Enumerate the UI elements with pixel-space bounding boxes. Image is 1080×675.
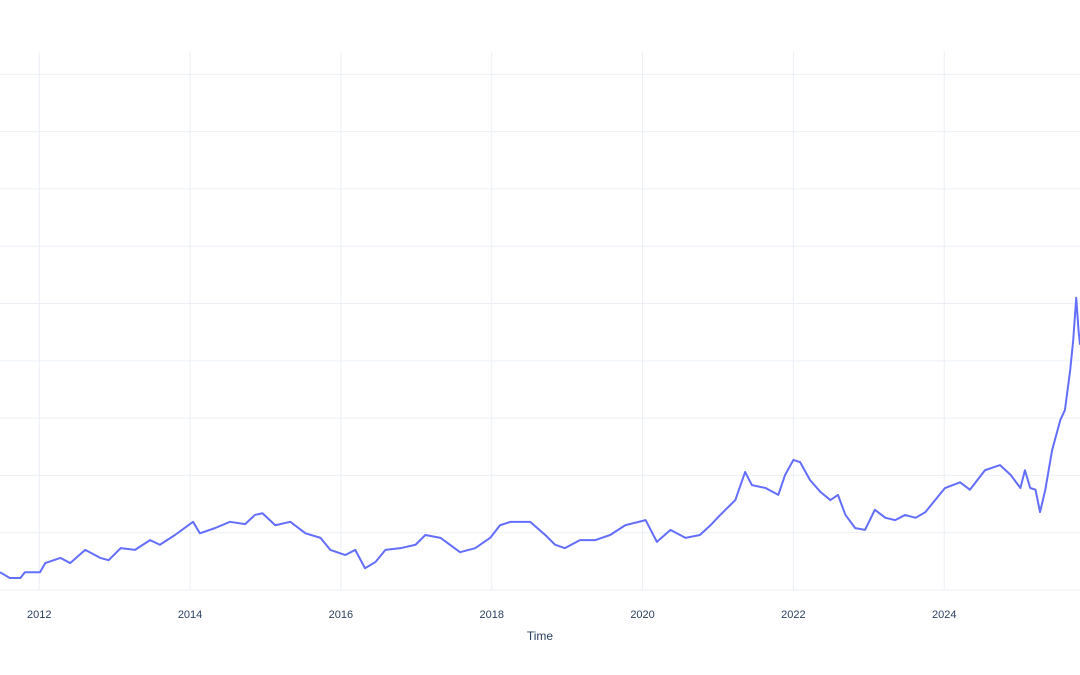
grid xyxy=(0,52,1080,591)
x-tick-label: 2022 xyxy=(781,609,805,621)
line xyxy=(0,296,1080,579)
x-tick-label: 2014 xyxy=(178,609,202,621)
x-tick-label: 2016 xyxy=(329,609,353,621)
x-tick-label: 2012 xyxy=(27,609,51,621)
x-axis-title: Time xyxy=(527,629,554,643)
x-tick-label: 2018 xyxy=(479,609,503,621)
x-tick-label: 2020 xyxy=(630,609,654,621)
x-tick-label: 2024 xyxy=(932,609,956,621)
plot-area xyxy=(0,296,1080,579)
